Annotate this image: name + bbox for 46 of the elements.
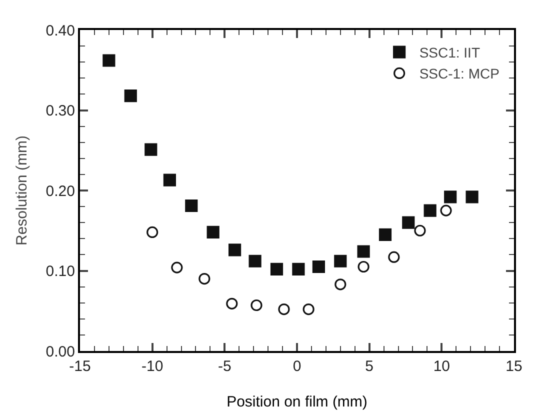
point	[334, 278, 346, 290]
y-tick-label: 0.10	[46, 263, 75, 280]
y-tick-label: 0.40	[46, 22, 75, 40]
y-tick-label: 0.20	[46, 182, 75, 200]
y-axis-title: Resolution (mm)	[14, 135, 31, 246]
point	[402, 216, 415, 229]
point	[102, 54, 116, 67]
point	[388, 251, 400, 263]
point	[444, 190, 457, 204]
point	[248, 254, 262, 268]
point	[424, 204, 436, 217]
x-tick-label: 5	[365, 358, 374, 375]
x-tick-label: 0	[292, 358, 302, 375]
point	[312, 260, 325, 274]
point	[270, 262, 284, 276]
point	[414, 224, 426, 236]
x-tick-label: -5	[218, 358, 232, 375]
y-tick-label: 0.30	[46, 102, 75, 120]
x-tick-label: -10	[141, 358, 164, 375]
legend-label: SSC-1: MCP	[419, 66, 500, 82]
point	[185, 199, 198, 212]
point	[378, 228, 392, 241]
x-tick-label: -15	[69, 358, 91, 375]
point	[206, 226, 220, 239]
point	[146, 226, 158, 238]
point	[144, 143, 158, 156]
point	[302, 303, 314, 316]
point	[334, 254, 347, 268]
point	[358, 260, 370, 273]
point	[466, 190, 478, 204]
point	[171, 262, 183, 274]
y-tick-label: 0.00	[46, 343, 75, 360]
point	[292, 262, 305, 276]
point	[250, 299, 262, 312]
point	[440, 204, 452, 216]
x-tick-label: 15	[506, 358, 522, 375]
legend-label: SSC1: IIT	[419, 44, 480, 60]
x-tick-label: 10	[433, 358, 450, 375]
point	[228, 244, 242, 256]
point	[226, 298, 238, 310]
x-axis-title: Position on film (mm)	[226, 394, 368, 410]
point	[163, 174, 176, 186]
point	[124, 90, 137, 102]
point	[357, 245, 370, 258]
point	[198, 272, 210, 285]
point	[278, 303, 290, 316]
